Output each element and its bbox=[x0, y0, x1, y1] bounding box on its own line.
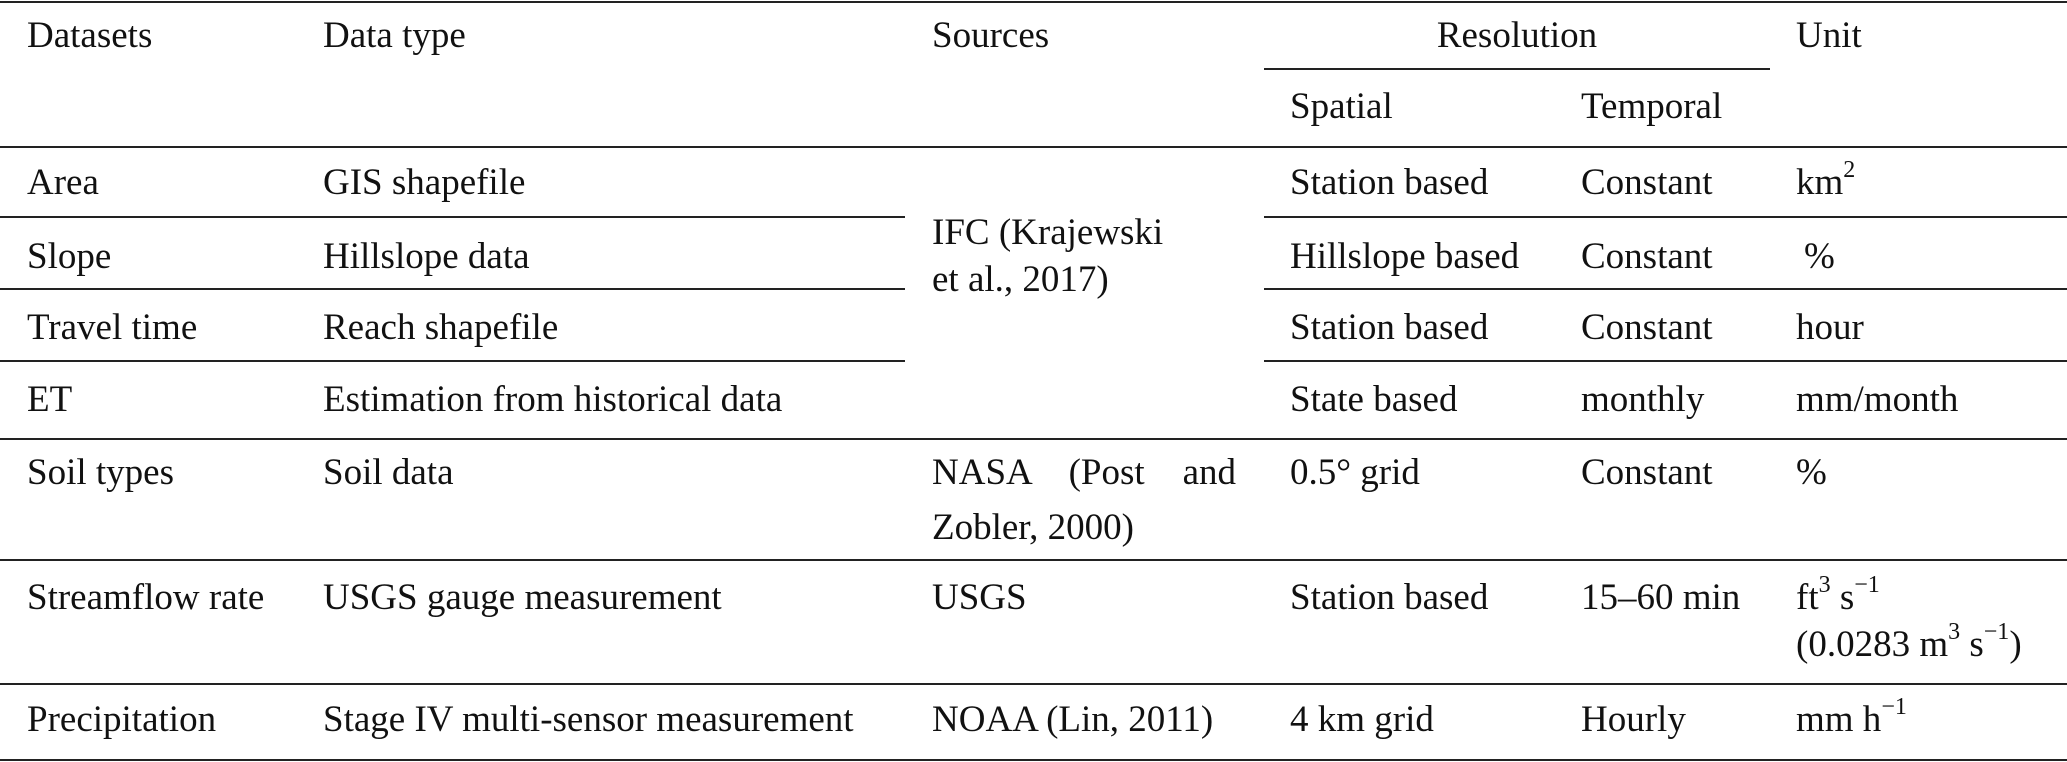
header-temporal: Temporal bbox=[1581, 86, 1723, 127]
cell-spatial: Hillslope based bbox=[1290, 236, 1520, 277]
cell-data-type: Stage IV multi-sensor measurement bbox=[323, 699, 854, 740]
row-rule bbox=[0, 216, 905, 218]
cell-data-type: USGS gauge measurement bbox=[323, 577, 722, 618]
unit-text: s bbox=[1960, 624, 1984, 665]
cell-data-type: Reach shapefile bbox=[323, 307, 559, 348]
header-resolution: Resolution bbox=[1436, 15, 1598, 56]
unit-exponent: −1 bbox=[1983, 618, 2010, 645]
cell-spatial: Station based bbox=[1290, 162, 1489, 203]
cell-spatial: 4 km grid bbox=[1290, 699, 1434, 740]
row-rule bbox=[0, 683, 2067, 685]
row-rule bbox=[0, 288, 905, 290]
cell-unit: % bbox=[1804, 236, 1835, 277]
unit-text: ft bbox=[1796, 577, 1819, 618]
cell-temporal: Constant bbox=[1581, 452, 1713, 493]
cell-dataset: Streamflow rate bbox=[27, 577, 265, 618]
cell-unit: mm h−1 bbox=[1796, 695, 1907, 741]
cell-data-type: Soil data bbox=[323, 452, 454, 493]
unit-line: ft3 s−1 bbox=[1796, 573, 2022, 619]
cell-data-type: Hillslope data bbox=[323, 236, 530, 277]
unit-base: mm h bbox=[1796, 699, 1882, 740]
cell-dataset: Soil types bbox=[27, 452, 174, 493]
cell-dataset: Precipitation bbox=[27, 699, 217, 740]
cell-dataset: Area bbox=[27, 162, 99, 203]
cell-spatial: Station based bbox=[1290, 577, 1489, 618]
cell-unit: ft3 s−1 (0.0283 m3 s−1) bbox=[1796, 573, 2022, 666]
unit-text: ) bbox=[2009, 624, 2022, 665]
source-line: Zobler, 2000) bbox=[932, 507, 1134, 548]
unit-exponent: 3 bbox=[1948, 618, 1961, 645]
cell-temporal: 15–60 min bbox=[1581, 577, 1741, 618]
row-rule bbox=[0, 438, 2067, 440]
row-rule bbox=[1264, 288, 2067, 290]
unit-text: (0.0283 m bbox=[1796, 624, 1949, 665]
row-rule bbox=[0, 559, 2067, 561]
header-unit: Unit bbox=[1796, 15, 1862, 56]
cell-temporal: Hourly bbox=[1581, 699, 1686, 740]
header-datasets: Datasets bbox=[27, 15, 153, 56]
unit-exponent: −1 bbox=[1854, 571, 1880, 598]
cell-temporal: Constant bbox=[1581, 162, 1713, 203]
header-spatial: Spatial bbox=[1290, 86, 1393, 127]
unit-text: s bbox=[1830, 577, 1855, 618]
cell-source-ifc: IFC (Krajewski et al., 2017) bbox=[932, 212, 1163, 301]
unit-exponent: 3 bbox=[1818, 571, 1831, 598]
header-sources: Sources bbox=[932, 15, 1050, 56]
bottom-rule bbox=[0, 759, 2067, 761]
cell-source: NOAA (Lin, 2011) bbox=[932, 699, 1214, 740]
header-rule bbox=[0, 146, 2067, 148]
cell-data-type: GIS shapefile bbox=[323, 162, 526, 203]
cell-dataset: Slope bbox=[27, 236, 112, 277]
unit-exponent: 2 bbox=[1843, 156, 1856, 183]
cell-data-type: Estimation from historical data bbox=[323, 379, 783, 420]
cell-dataset: Travel time bbox=[27, 307, 198, 348]
unit-exponent: −1 bbox=[1881, 693, 1907, 720]
cell-source-nasa: NASA (Post and Zobler, 2000) bbox=[932, 452, 1236, 549]
source-line: et al., 2017) bbox=[932, 259, 1109, 300]
header-data-type: Data type bbox=[323, 15, 466, 56]
cell-spatial: State based bbox=[1290, 379, 1458, 420]
resolution-rule bbox=[1264, 68, 1770, 70]
cell-source: USGS bbox=[932, 577, 1027, 618]
cell-unit: % bbox=[1796, 452, 1827, 493]
cell-unit: hour bbox=[1796, 307, 1864, 348]
cell-temporal: Constant bbox=[1581, 236, 1713, 277]
cell-temporal: monthly bbox=[1581, 379, 1705, 420]
cell-temporal: Constant bbox=[1581, 307, 1713, 348]
row-rule bbox=[1264, 216, 2067, 218]
source-line: IFC (Krajewski bbox=[932, 212, 1164, 253]
cell-dataset: ET bbox=[27, 379, 73, 420]
cell-spatial: 0.5° grid bbox=[1290, 452, 1420, 493]
row-rule bbox=[0, 360, 905, 362]
unit-line: (0.0283 m3 s−1) bbox=[1796, 620, 2022, 666]
row-rule bbox=[1264, 360, 2067, 362]
unit-base: km bbox=[1796, 162, 1844, 203]
source-line: NASA (Post and bbox=[932, 452, 1236, 493]
cell-unit: km2 bbox=[1796, 158, 1855, 204]
cell-unit: mm/month bbox=[1796, 379, 1959, 420]
top-rule bbox=[0, 1, 2067, 3]
cell-spatial: Station based bbox=[1290, 307, 1489, 348]
